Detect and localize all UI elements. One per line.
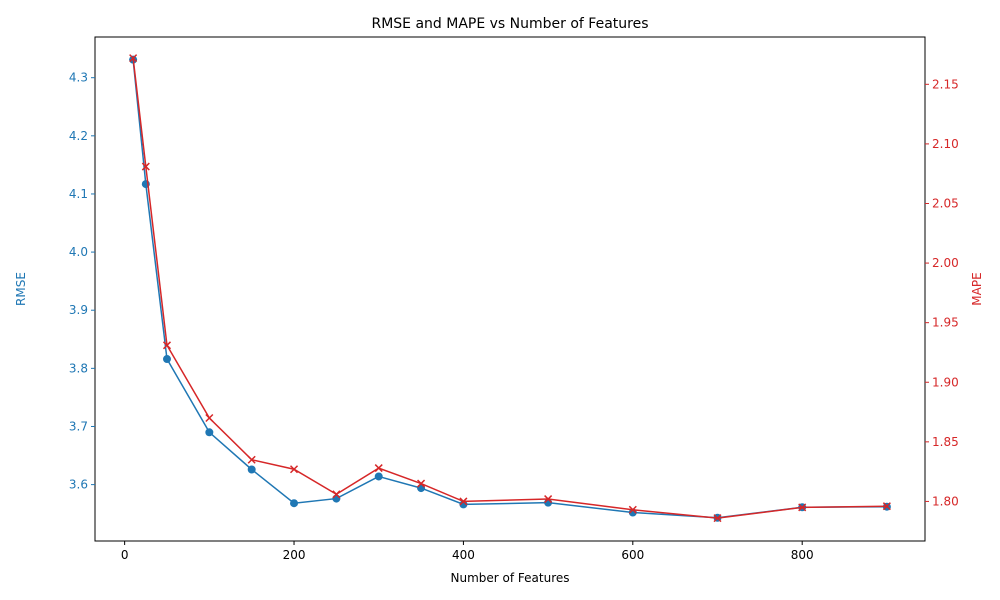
left-y-tick-label: 4.3 bbox=[69, 71, 88, 85]
left-y-tick-label: 3.7 bbox=[69, 419, 88, 433]
plot-frame bbox=[94, 36, 926, 542]
right-y-axis-label: MAPE bbox=[970, 272, 984, 305]
mape-series-line bbox=[132, 58, 887, 519]
right-y-tick-label: 1.80 bbox=[932, 494, 959, 508]
mape-point bbox=[882, 502, 891, 511]
mape-point bbox=[628, 505, 637, 514]
right-y-tick-label: 1.90 bbox=[932, 375, 959, 389]
mape-point bbox=[459, 497, 468, 506]
x-tick-label: 600 bbox=[621, 548, 644, 562]
left-y-tick-label: 3.8 bbox=[69, 361, 88, 375]
right-y-axis: 1.80 1.85 1.90 1.95 2.00 2.05 2.10 2.15 bbox=[925, 77, 959, 508]
x-tick-label: 400 bbox=[452, 548, 475, 562]
x-tick-label: 0 bbox=[121, 548, 129, 562]
mape-point bbox=[205, 413, 214, 423]
right-y-tick-label: 2.00 bbox=[932, 256, 959, 270]
right-y-tick-label: 2.10 bbox=[932, 137, 959, 151]
x-axis-label: Number of Features bbox=[451, 571, 570, 585]
mape-point bbox=[374, 464, 383, 473]
rmse-point bbox=[290, 499, 299, 508]
mape-point bbox=[713, 514, 722, 523]
x-axis: 0 200 400 600 800 bbox=[121, 541, 814, 562]
mape-point bbox=[290, 465, 299, 474]
rmse-point bbox=[332, 494, 341, 503]
mape-point bbox=[162, 341, 172, 350]
mape-point bbox=[417, 479, 426, 488]
left-y-axis: 3.6 3.7 3.8 3.9 4.0 4.1 4.2 4.3 bbox=[69, 71, 95, 492]
rmse-point bbox=[374, 472, 383, 481]
right-y-tick-label: 2.15 bbox=[932, 77, 959, 91]
left-y-tick-label: 4.0 bbox=[69, 245, 88, 259]
mape-point bbox=[798, 503, 807, 512]
left-y-tick-label: 3.9 bbox=[69, 303, 88, 317]
x-tick-label: 800 bbox=[791, 548, 814, 562]
mape-point bbox=[129, 54, 138, 63]
rmse-point bbox=[247, 465, 256, 474]
right-y-tick-label: 1.95 bbox=[932, 316, 959, 330]
mape-point bbox=[141, 162, 150, 171]
left-y-tick-label: 4.1 bbox=[69, 187, 88, 201]
left-y-tick-label: 4.2 bbox=[69, 129, 88, 143]
mape-point bbox=[247, 455, 256, 464]
left-y-tick-label: 3.6 bbox=[69, 478, 88, 492]
left-y-axis-label: RMSE bbox=[14, 272, 28, 306]
rmse-point bbox=[205, 428, 214, 437]
x-tick-label: 200 bbox=[283, 548, 306, 562]
plot-area bbox=[129, 54, 891, 523]
rmse-point bbox=[162, 355, 171, 364]
rmse-series-line bbox=[132, 59, 887, 519]
chart-title: RMSE and MAPE vs Number of Features bbox=[371, 16, 648, 32]
mape-point bbox=[332, 490, 341, 499]
right-y-tick-label: 2.05 bbox=[932, 196, 959, 210]
right-y-tick-label: 1.85 bbox=[932, 435, 959, 449]
mape-point bbox=[544, 495, 553, 504]
